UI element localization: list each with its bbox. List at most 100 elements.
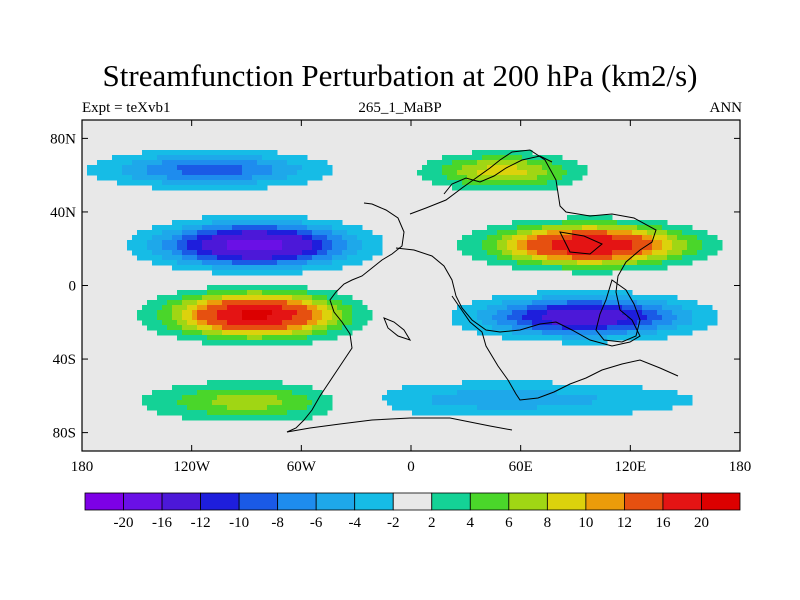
contour-cell: [522, 180, 528, 186]
contour-cell: [342, 235, 348, 241]
contour-cell: [307, 395, 313, 401]
contour-cell: [572, 170, 578, 176]
contour-cell: [247, 410, 253, 416]
contour-cell: [507, 335, 513, 341]
contour-cell: [302, 215, 308, 221]
contour-cell: [102, 170, 108, 176]
contour-cell: [652, 305, 658, 311]
contour-cell: [472, 245, 478, 251]
contour-cell: [472, 230, 478, 236]
contour-cell: [562, 265, 568, 271]
contour-cell: [612, 400, 618, 406]
contour-cell: [267, 415, 273, 421]
contour-cell: [272, 300, 278, 306]
contour-cell: [332, 320, 338, 326]
contour-cell: [302, 235, 308, 241]
contour-cell: [277, 265, 283, 271]
contour-cell: [252, 335, 258, 341]
contour-cell: [452, 175, 458, 181]
contour-cell: [512, 310, 518, 316]
contour-cell: [547, 300, 553, 306]
contour-cell: [507, 230, 513, 236]
contour-cell: [357, 230, 363, 236]
contour-cell: [327, 240, 333, 246]
contour-cell: [667, 235, 673, 241]
colorbar-swatch: [238, 492, 279, 511]
contour-cell: [122, 160, 128, 166]
contour-cell: [302, 405, 308, 411]
contour-cell: [422, 400, 428, 406]
contour-cell: [302, 390, 308, 396]
contour-cell: [487, 410, 493, 416]
contour-cell: [317, 395, 323, 401]
contour-cell: [142, 305, 148, 311]
contour-cell: [292, 180, 298, 186]
contour-cell: [477, 385, 483, 391]
contour-cell: [547, 290, 553, 296]
contour-cell: [477, 230, 483, 236]
contour-cell: [147, 235, 153, 241]
contour-cell: [227, 320, 233, 326]
contour-cell: [207, 170, 213, 176]
contour-cell: [127, 175, 133, 181]
contour-cell: [582, 310, 588, 316]
contour-cell: [502, 300, 508, 306]
contour-cell: [557, 385, 563, 391]
contour-cell: [157, 230, 163, 236]
contour-cell: [197, 300, 203, 306]
contour-cell: [652, 405, 658, 411]
contour-cell: [472, 180, 478, 186]
contour-cell: [497, 305, 503, 311]
contour-cell: [147, 305, 153, 311]
contour-cell: [582, 340, 588, 346]
contour-cell: [267, 380, 273, 386]
contour-cell: [607, 245, 613, 251]
contour-cell: [532, 325, 538, 331]
contour-cell: [222, 390, 228, 396]
contour-cell: [232, 155, 238, 161]
contour-cell: [612, 395, 618, 401]
contour-cell: [327, 300, 333, 306]
contour-cell: [142, 250, 148, 256]
contour-cell: [292, 225, 298, 231]
contour-cell: [502, 410, 508, 416]
contour-cell: [602, 405, 608, 411]
contour-cell: [152, 325, 158, 331]
contour-cell: [322, 230, 328, 236]
contour-cell: [322, 260, 328, 266]
contour-cell: [667, 250, 673, 256]
contour-cell: [507, 315, 513, 321]
contour-cell: [257, 220, 263, 226]
contour-cell: [547, 155, 553, 161]
contour-cell: [607, 295, 613, 301]
contour-cell: [257, 170, 263, 176]
contour-cell: [237, 415, 243, 421]
contour-cell: [397, 395, 403, 401]
contour-cell: [622, 225, 628, 231]
contour-cell: [217, 385, 223, 391]
contour-cell: [407, 390, 413, 396]
contour-cell: [292, 255, 298, 261]
contour-cell: [712, 245, 718, 251]
contour-cell: [482, 405, 488, 411]
contour-cell: [622, 295, 628, 301]
contour-cell: [562, 320, 568, 326]
contour-cell: [402, 395, 408, 401]
contour-cell: [162, 325, 168, 331]
contour-cell: [202, 415, 208, 421]
contour-cell: [632, 230, 638, 236]
contour-cell: [187, 255, 193, 261]
contour-cell: [182, 260, 188, 266]
contour-cell: [257, 235, 263, 241]
contour-cell: [437, 170, 443, 176]
contour-cell: [167, 235, 173, 241]
contour-cell: [187, 410, 193, 416]
contour-cell: [132, 155, 138, 161]
contour-cell: [462, 310, 468, 316]
contour-cell: [652, 240, 658, 246]
contour-cell: [212, 225, 218, 231]
contour-cell: [512, 235, 518, 241]
contour-cell: [592, 220, 598, 226]
contour-cell: [277, 330, 283, 336]
contour-cell: [462, 240, 468, 246]
